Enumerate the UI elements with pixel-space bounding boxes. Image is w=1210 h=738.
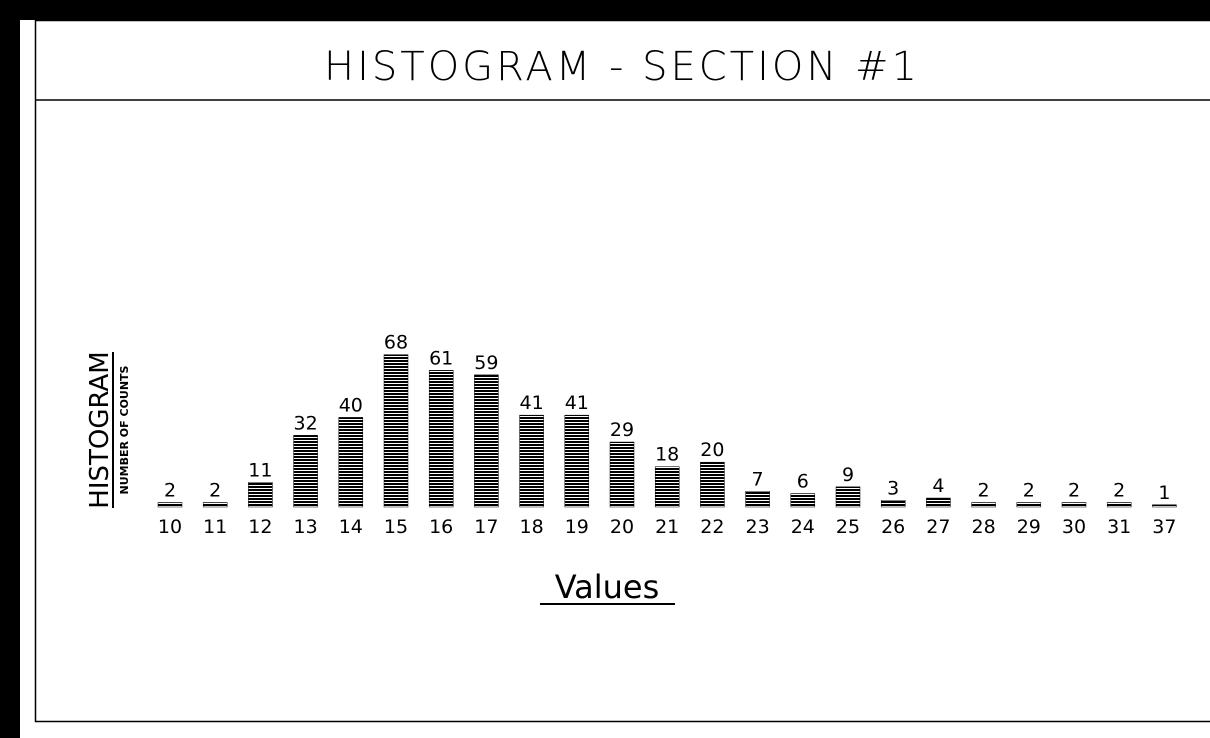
y-sublabel: NUMBER OF COUNTS — [118, 365, 131, 494]
value-label: 41 — [520, 392, 544, 414]
x-tick-label: 13 — [294, 516, 318, 538]
value-label: 18 — [655, 444, 679, 466]
x-tick-label: 19 — [565, 516, 589, 538]
x-tick-label: 20 — [610, 516, 634, 538]
x-tick-label: 22 — [700, 516, 724, 538]
x-tick-label: 25 — [836, 516, 860, 538]
bar — [1152, 504, 1177, 508]
value-label: 59 — [474, 352, 498, 374]
value-label: 6 — [797, 471, 809, 493]
x-tick-label: 12 — [248, 516, 272, 538]
x-tick-label: 24 — [791, 516, 815, 538]
x-tick-label: 37 — [1152, 516, 1176, 538]
x-tick-label: 18 — [520, 516, 544, 538]
value-label: 3 — [887, 477, 899, 499]
x-tick-label: 10 — [158, 516, 182, 538]
bar — [1016, 502, 1042, 508]
bar — [428, 370, 454, 508]
x-tick-label: 15 — [384, 516, 408, 538]
value-label: 61 — [429, 347, 453, 369]
bar — [700, 461, 725, 508]
x-tick-label: 29 — [1017, 516, 1041, 538]
bar — [157, 502, 183, 508]
x-tick-label: 21 — [655, 516, 679, 538]
x-tick-label: 28 — [972, 516, 996, 538]
value-label: 4 — [932, 475, 944, 497]
chart-title: HISTOGRAM - SECTION #1 — [324, 44, 920, 90]
x-tick-label: 31 — [1107, 516, 1131, 538]
value-label: 2 — [1068, 480, 1080, 502]
bar — [564, 414, 590, 508]
bar — [745, 491, 770, 508]
bar — [1061, 502, 1087, 508]
bar — [609, 441, 635, 508]
value-label: 29 — [610, 419, 634, 441]
x-tick-label: 11 — [203, 516, 227, 538]
x-tick-label: 26 — [881, 516, 905, 538]
bar — [202, 502, 228, 508]
bar — [248, 482, 273, 508]
value-label: 68 — [384, 332, 408, 354]
value-label: 11 — [248, 459, 272, 481]
x-tick-label: 14 — [339, 516, 363, 538]
bar — [293, 435, 318, 508]
value-label: 40 — [339, 394, 363, 416]
value-label: 9 — [842, 464, 854, 486]
value-label: 20 — [700, 439, 724, 461]
y-label: HISTOGRAM — [85, 351, 115, 508]
value-label: 7 — [752, 468, 764, 490]
value-label: 2 — [1113, 480, 1125, 502]
bar — [654, 466, 680, 508]
bar — [971, 502, 996, 508]
bar — [338, 417, 364, 508]
x-tick-label: 30 — [1062, 516, 1086, 538]
bar — [880, 500, 906, 508]
value-label: 2 — [209, 480, 221, 502]
x-tick-label: 17 — [474, 516, 498, 538]
y-axis-title: HISTOGRAM NUMBER OF COUNTS — [85, 351, 131, 508]
value-label: 2 — [164, 480, 176, 502]
x-tick-label: 23 — [746, 516, 770, 538]
bar — [835, 486, 861, 508]
bar — [926, 497, 951, 508]
bar — [383, 354, 409, 508]
value-label: 2 — [978, 480, 990, 502]
bar — [519, 414, 544, 508]
value-label: 2 — [1023, 480, 1035, 502]
frame — [34, 19, 1210, 723]
value-label: 41 — [565, 392, 589, 414]
bar — [790, 493, 816, 508]
bar — [474, 374, 499, 508]
value-label: 32 — [294, 412, 318, 434]
bar — [1106, 502, 1132, 508]
x-tick-label: 27 — [926, 516, 950, 538]
x-axis-title: Values — [555, 568, 660, 606]
x-tick-label: 16 — [429, 516, 453, 538]
value-label: 1 — [1158, 482, 1170, 504]
panel — [20, 20, 1210, 738]
